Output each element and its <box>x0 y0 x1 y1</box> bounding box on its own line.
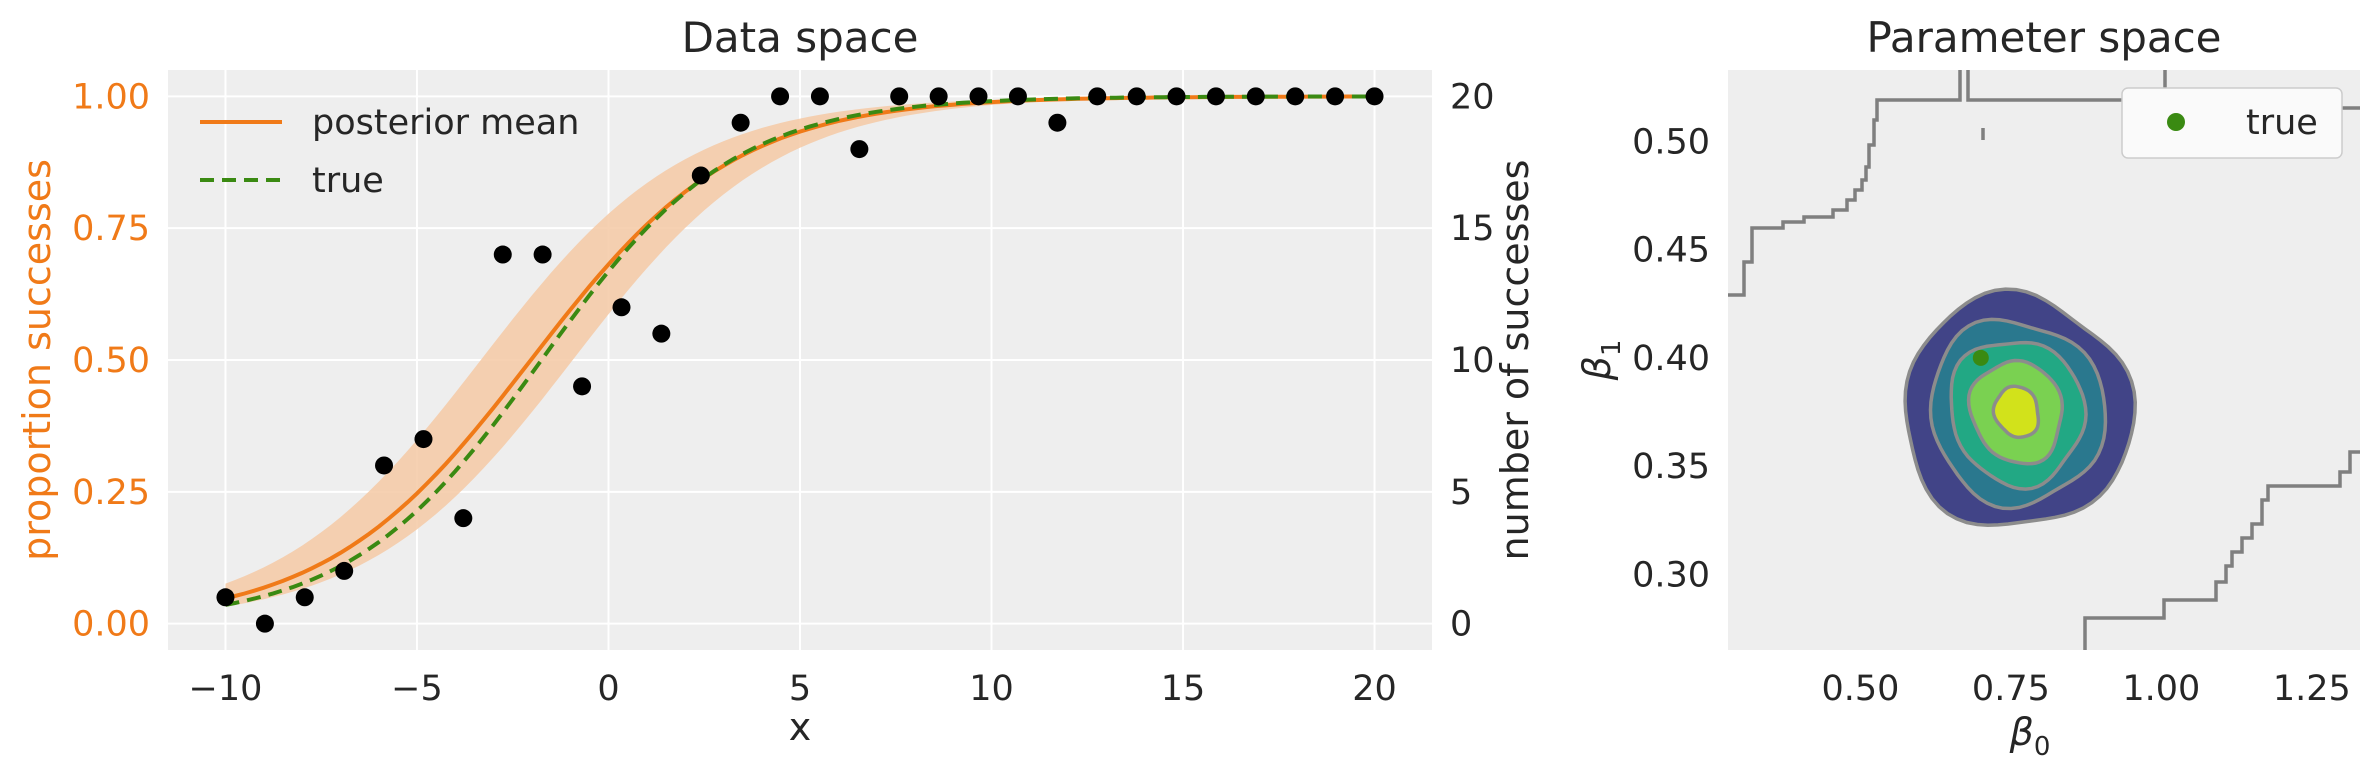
data-point <box>929 87 948 106</box>
y-tick-label: 0.45 <box>1632 231 1710 271</box>
data-point <box>652 324 671 343</box>
data-point <box>414 430 433 449</box>
x-tick-label: 0.50 <box>1821 669 1899 709</box>
data-space-right-y-label: number of successes <box>1493 160 1537 561</box>
data-point <box>1088 87 1107 106</box>
data-point <box>691 166 710 185</box>
legend-true-label: true <box>312 161 384 201</box>
data-point <box>255 614 274 633</box>
parameter-space-title: Parameter space <box>1866 13 2221 62</box>
true-parameter-point <box>1972 349 1989 366</box>
x-tick-label: −10 <box>189 669 263 709</box>
x-tick-label: 15 <box>1161 669 1206 709</box>
left-y-tick-label: 1.00 <box>72 77 150 117</box>
data-point <box>1167 87 1186 106</box>
legend-true-marker <box>2167 113 2185 131</box>
right-y-tick-label: 15 <box>1450 209 1495 249</box>
parameter-space-y-ticks: 0.30 0.35 0.40 0.45 0.50 <box>1632 122 1710 595</box>
y-tick-label: 0.40 <box>1632 339 1710 379</box>
left-y-tick-label: 0.50 <box>72 341 150 381</box>
outer-contour-line-bottom <box>2083 450 2360 650</box>
data-point <box>1326 87 1345 106</box>
parameter-space-legend: true <box>2121 87 2343 159</box>
left-y-tick-label: 0.75 <box>72 209 150 249</box>
left-y-tick-label: 0.25 <box>72 473 150 513</box>
data-space-left-y-label: proportion successes <box>15 159 59 561</box>
legend-posterior-mean-label: posterior mean <box>312 103 579 143</box>
data-space-left-y-ticks: 0.00 0.25 0.50 0.75 1.00 <box>72 77 150 644</box>
observed-successes-points <box>216 87 1384 633</box>
x-tick-label: 0 <box>597 669 619 709</box>
data-point <box>454 509 473 528</box>
data-point <box>771 87 790 106</box>
x-tick-label: 10 <box>969 669 1014 709</box>
y-tick-label: 0.35 <box>1632 447 1710 487</box>
legend-true-label: true <box>2246 103 2318 143</box>
right-y-tick-label: 0 <box>1450 605 1472 645</box>
data-point <box>1127 87 1146 106</box>
data-point <box>1008 87 1027 106</box>
data-point <box>612 298 631 317</box>
y-tick-label: 0.30 <box>1632 555 1710 595</box>
data-point <box>1048 113 1067 132</box>
right-y-tick-label: 20 <box>1450 77 1495 117</box>
data-point <box>969 87 988 106</box>
parameter-space-x-label: β0 <box>2009 710 2051 762</box>
x-tick-label: 1.25 <box>2273 669 2351 709</box>
data-space-legend: posterior mean true <box>200 103 579 201</box>
data-space-x-label: x <box>789 705 812 749</box>
x-tick-label: −5 <box>391 669 443 709</box>
data-point <box>850 140 869 159</box>
x-tick-label: 1.00 <box>2122 669 2200 709</box>
data-point <box>375 456 394 475</box>
data-space-right-y-ticks: 0 5 10 15 20 <box>1450 77 1495 644</box>
data-point <box>533 245 552 264</box>
data-space-panel: −10 −5 0 5 10 15 20 0.00 0.25 0.50 0.75 1.00 0 5 10 1… <box>15 13 1537 749</box>
data-point <box>216 588 235 607</box>
credible-interval-band <box>225 96 1375 607</box>
data-point <box>1206 87 1225 106</box>
posterior-density-contours <box>1903 287 2137 527</box>
x-tick-label: 5 <box>789 669 811 709</box>
x-tick-label: 20 <box>1352 669 1397 709</box>
parameter-space-x-ticks: 0.50 0.75 1.00 1.25 <box>1821 669 2350 709</box>
x-tick-label: 0.75 <box>1972 669 2050 709</box>
legend-box <box>2121 87 2343 159</box>
right-y-tick-label: 5 <box>1450 473 1472 513</box>
data-point <box>295 588 314 607</box>
right-y-tick-label: 10 <box>1450 341 1495 381</box>
data-point <box>1246 87 1265 106</box>
y-tick-label: 0.50 <box>1632 122 1710 162</box>
parameter-space-y-label: β1 <box>1575 340 1627 382</box>
data-space-x-ticks: −10 −5 0 5 10 15 20 <box>189 669 1397 709</box>
left-y-tick-label: 0.00 <box>72 605 150 645</box>
data-point <box>1365 87 1384 106</box>
data-point <box>731 113 750 132</box>
data-point <box>573 377 592 396</box>
data-point <box>890 87 909 106</box>
data-point <box>335 561 354 580</box>
data-point <box>1286 87 1305 106</box>
data-point <box>493 245 512 264</box>
density-level-5 <box>1991 384 2041 440</box>
parameter-space-panel: 0.50 0.75 1.00 1.25 0.30 0.35 0.40 0.45 0.50 Pa… <box>1575 13 2360 762</box>
data-space-title: Data space <box>682 13 919 62</box>
data-point <box>810 87 829 106</box>
